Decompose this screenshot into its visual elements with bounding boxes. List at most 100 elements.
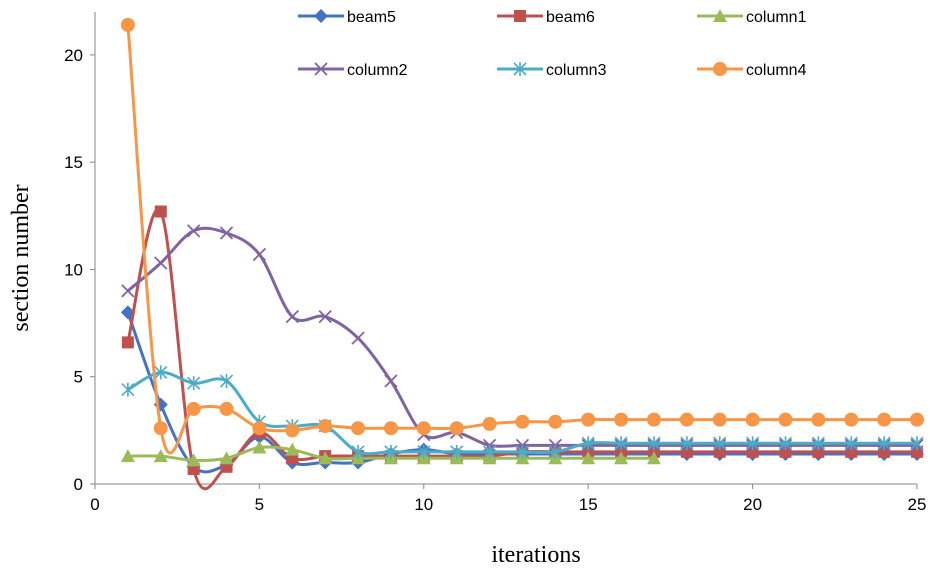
data-point-column3 [548,444,562,459]
data-point-column2 [187,224,201,238]
data-point-column1 [581,451,596,465]
y-tick-label: 15 [64,153,83,172]
x-tick-label: 15 [579,495,598,514]
data-point-column2 [154,256,168,270]
data-point-column3 [154,365,168,380]
y-tick-label: 10 [64,260,83,279]
data-point-column3 [351,444,365,459]
legend-marker [513,62,527,76]
data-point-column3 [219,374,234,389]
axes: 0 5 10 15 20 0 5 10 15 20 25 [64,12,926,514]
data-point-beam5 [120,305,135,320]
data-point-column2 [285,310,299,324]
data-point-column4 [581,412,596,427]
data-point-column4 [548,414,563,429]
series-column4 [120,17,924,455]
data-point-column4 [482,416,497,431]
data-point-column4 [153,421,168,436]
data-point-beam6 [121,336,134,349]
data-point-column4 [252,421,267,436]
y-axis-title: section number [8,184,34,331]
data-point-column3 [417,444,431,459]
data-point-column3 [844,436,858,451]
data-point-column2 [384,374,398,388]
data-point-column3 [614,436,628,451]
legend-item-column4: column4 [697,62,807,79]
data-point-column3 [187,376,201,391]
legend-label: column1 [746,9,807,26]
data-point-column4 [614,412,629,427]
data-point-column4 [318,419,333,434]
legend: beam5 beam6 column1 column2 column3 column4 [298,9,807,79]
series-line-column4 [126,24,917,455]
legend-item-beam5: beam5 [298,9,396,26]
x-tick-label: 25 [908,495,927,514]
data-point-column4 [186,401,201,416]
data-point-column3 [121,382,135,397]
data-point-column3 [581,436,595,451]
data-point-column3 [910,436,924,451]
data-point-column4 [351,421,366,436]
data-point-column2 [351,331,365,345]
legend-item-column2: column2 [298,62,408,79]
data-point-column1 [252,440,267,454]
data-point-column4 [844,412,859,427]
data-point-column1 [318,451,333,465]
legend-label: column3 [546,62,607,79]
data-point-column1 [614,451,629,465]
data-point-column4 [285,423,300,438]
data-point-column3 [713,436,727,451]
series-line-column2 [126,226,917,448]
legend-item-column1: column1 [697,9,807,26]
data-point-column4 [416,421,431,436]
legend-item-beam6: beam6 [497,9,595,26]
data-point-column4 [877,412,892,427]
legend-marker [314,62,328,76]
data-point-column1 [285,442,300,456]
data-point-column3 [515,444,530,459]
y-tick-label: 20 [64,46,83,65]
series-layer [120,17,924,490]
legend-marker [514,10,526,22]
data-point-column1 [219,451,234,465]
data-point-column4 [219,401,234,416]
data-point-column4 [449,421,464,436]
legend-label: beam6 [546,9,595,26]
data-point-column2 [318,310,332,324]
data-point-column4 [515,414,530,429]
data-point-column4 [646,412,661,427]
legend-marker [713,9,727,22]
data-point-column3 [680,436,694,451]
legend-label: column4 [746,62,807,79]
x-tick-label: 20 [743,495,762,514]
x-tick-label: 0 [90,495,99,514]
data-point-column3 [482,444,497,459]
data-point-column1 [646,451,661,465]
data-point-column4 [778,412,793,427]
data-point-column2 [121,284,135,298]
data-point-column4 [910,412,924,427]
y-tick-label: 0 [74,475,83,494]
data-point-beam6 [154,205,167,218]
data-point-column4 [383,421,398,436]
data-point-column3 [877,436,891,451]
data-point-column2 [252,247,267,262]
data-point-column4 [811,412,826,427]
legend-marker [713,62,727,76]
x-axis-title: iterations [491,542,580,568]
data-point-column3 [811,436,825,451]
data-point-column4 [120,17,135,32]
data-point-column4 [679,412,694,427]
data-point-column1 [153,449,168,463]
data-point-column3 [746,436,760,451]
data-point-column3 [384,444,398,459]
data-point-column4 [712,412,727,427]
data-point-column3 [778,436,793,451]
data-point-column1 [120,449,135,463]
data-point-column4 [745,412,760,427]
y-tick-label: 5 [74,368,83,387]
x-tick-label: 10 [414,495,433,514]
data-point-column2 [219,226,234,240]
x-tick-label: 5 [255,495,264,514]
